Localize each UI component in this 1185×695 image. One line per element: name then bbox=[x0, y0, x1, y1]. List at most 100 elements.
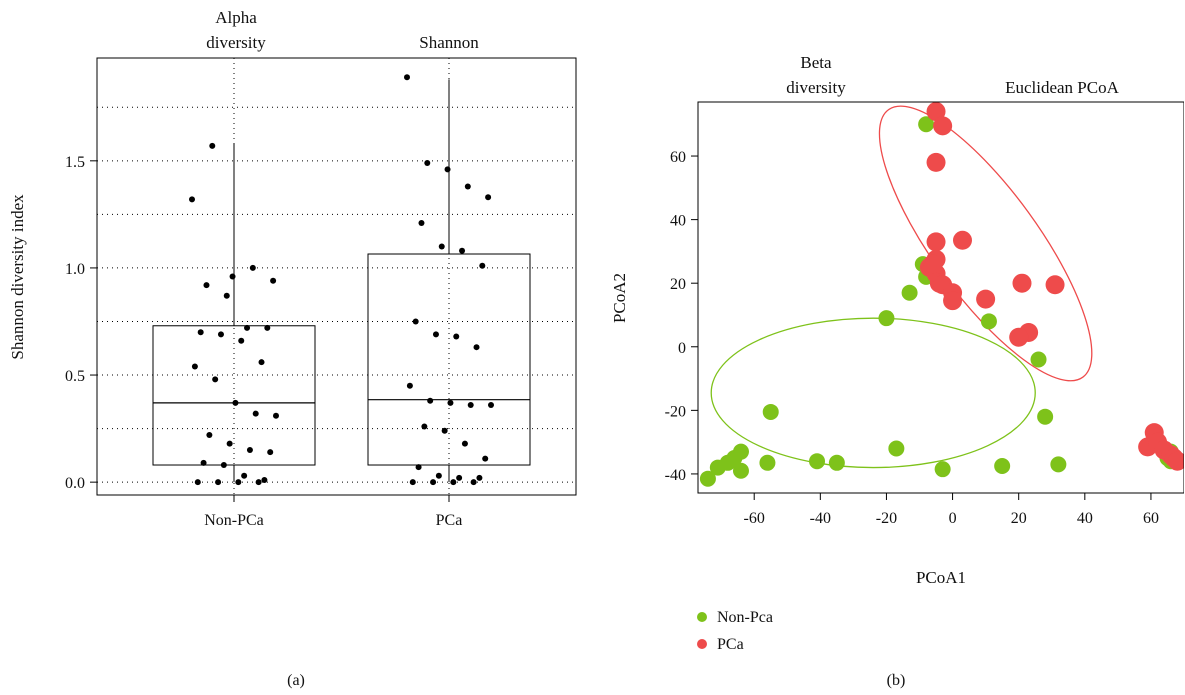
x-tick-label: Non-PCa bbox=[204, 512, 264, 529]
panel-b-points bbox=[699, 102, 1185, 487]
point-non-pca bbox=[699, 470, 716, 487]
point-non-pca bbox=[762, 403, 779, 420]
y-tick-label: -20 bbox=[665, 403, 686, 420]
point-non-pca bbox=[732, 443, 749, 460]
panel-a-points bbox=[189, 74, 494, 486]
data-point bbox=[473, 344, 480, 351]
point-pca bbox=[923, 254, 943, 274]
data-point bbox=[206, 432, 213, 439]
confidence-ellipse-0 bbox=[710, 317, 1036, 469]
data-point bbox=[482, 455, 489, 462]
data-point bbox=[226, 440, 233, 447]
point-pca bbox=[952, 230, 972, 250]
point-non-pca bbox=[828, 454, 845, 471]
point-pca bbox=[926, 152, 946, 172]
data-point bbox=[461, 440, 468, 447]
point-pca bbox=[1167, 451, 1185, 471]
data-point bbox=[252, 410, 259, 417]
legend-marker-pca bbox=[697, 639, 707, 649]
panel-b-caption: (b) bbox=[887, 672, 906, 689]
data-point bbox=[200, 459, 207, 466]
data-point bbox=[197, 329, 204, 336]
point-pca bbox=[943, 291, 963, 311]
data-point bbox=[404, 74, 410, 81]
point-non-pca bbox=[809, 453, 826, 470]
data-point bbox=[409, 479, 416, 486]
legend-label-non-pca: Non-Pca bbox=[717, 609, 773, 626]
data-point bbox=[189, 196, 195, 203]
data-point bbox=[488, 402, 494, 409]
point-non-pca bbox=[1037, 408, 1054, 425]
panel-b-xlabel: PCoA1 bbox=[916, 568, 966, 587]
data-point bbox=[264, 324, 271, 331]
legend: Non-Pca PCa bbox=[697, 609, 773, 653]
point-pca bbox=[926, 102, 946, 122]
y-tick-label: 0.0 bbox=[65, 475, 85, 492]
panel-a-title-left-line1: Alpha bbox=[215, 8, 257, 27]
point-pca bbox=[976, 289, 996, 309]
data-point bbox=[435, 472, 442, 479]
data-point bbox=[238, 337, 245, 344]
panel-a-ticks: 0.0 0.5 1.0 1.5 Non-PCa PCa bbox=[65, 154, 462, 529]
data-point bbox=[217, 331, 224, 338]
data-point bbox=[235, 479, 242, 486]
panel-a-title-left-line2: diversity bbox=[206, 33, 266, 52]
box-0 bbox=[152, 325, 316, 466]
data-point bbox=[267, 449, 274, 456]
data-point bbox=[447, 399, 454, 406]
point-non-pca bbox=[1050, 456, 1067, 473]
data-point bbox=[215, 479, 222, 486]
panel-a-title-right: Shannon bbox=[419, 33, 479, 52]
data-point bbox=[406, 382, 413, 389]
x-tick-label: 0 bbox=[949, 510, 957, 527]
x-tick-label: PCa bbox=[436, 512, 463, 529]
confidence-ellipse-1 bbox=[878, 105, 1093, 382]
data-point bbox=[450, 479, 457, 486]
panel-a-gridlines bbox=[97, 58, 576, 495]
data-point bbox=[220, 462, 227, 469]
data-point bbox=[456, 474, 463, 481]
y-tick-label: 0.5 bbox=[65, 368, 85, 385]
data-point bbox=[212, 376, 219, 383]
panel-b-title-left-line1: Beta bbox=[800, 53, 832, 72]
x-tick-label: 40 bbox=[1077, 510, 1093, 527]
data-point bbox=[412, 318, 419, 325]
data-point bbox=[432, 331, 439, 338]
data-point bbox=[427, 397, 434, 404]
data-point bbox=[229, 273, 236, 280]
point-non-pca bbox=[888, 440, 905, 457]
point-pca bbox=[1045, 275, 1065, 295]
panel-b-ylabel: PCoA2 bbox=[610, 273, 629, 323]
data-point bbox=[467, 402, 474, 409]
data-point bbox=[244, 324, 251, 331]
panel-a-ylabel: Shannon diversity index bbox=[8, 194, 27, 360]
point-pca bbox=[933, 116, 953, 136]
point-non-pca bbox=[918, 116, 935, 133]
data-point bbox=[255, 479, 262, 486]
data-point bbox=[249, 264, 256, 271]
panel-b-title-right: Euclidean PCoA bbox=[1005, 78, 1120, 97]
x-tick-label: 60 bbox=[1143, 510, 1159, 527]
data-point bbox=[258, 359, 265, 366]
panel-a-plot-frame bbox=[96, 57, 577, 496]
point-pca bbox=[1009, 327, 1029, 347]
x-tick-label: -20 bbox=[876, 510, 897, 527]
panel-a-boxes bbox=[152, 79, 531, 483]
data-point bbox=[485, 194, 492, 201]
panel-b: -60 -40 -20 0 20 40 60 -40 -20 0 20 40 60 Beta diver… bbox=[610, 53, 1185, 689]
data-point bbox=[223, 292, 230, 299]
data-point bbox=[430, 479, 437, 486]
panel-a-caption: (a) bbox=[287, 672, 305, 689]
y-tick-label: 60 bbox=[670, 149, 686, 166]
legend-marker-non-pca bbox=[697, 612, 707, 622]
point-non-pca bbox=[732, 462, 749, 479]
data-point bbox=[476, 474, 483, 481]
data-point bbox=[209, 142, 216, 149]
data-point bbox=[470, 479, 477, 486]
x-tick-label: -60 bbox=[744, 510, 765, 527]
y-tick-label: 1.0 bbox=[65, 261, 85, 278]
data-point bbox=[246, 447, 253, 454]
data-point bbox=[241, 472, 248, 479]
point-non-pca bbox=[759, 454, 776, 471]
